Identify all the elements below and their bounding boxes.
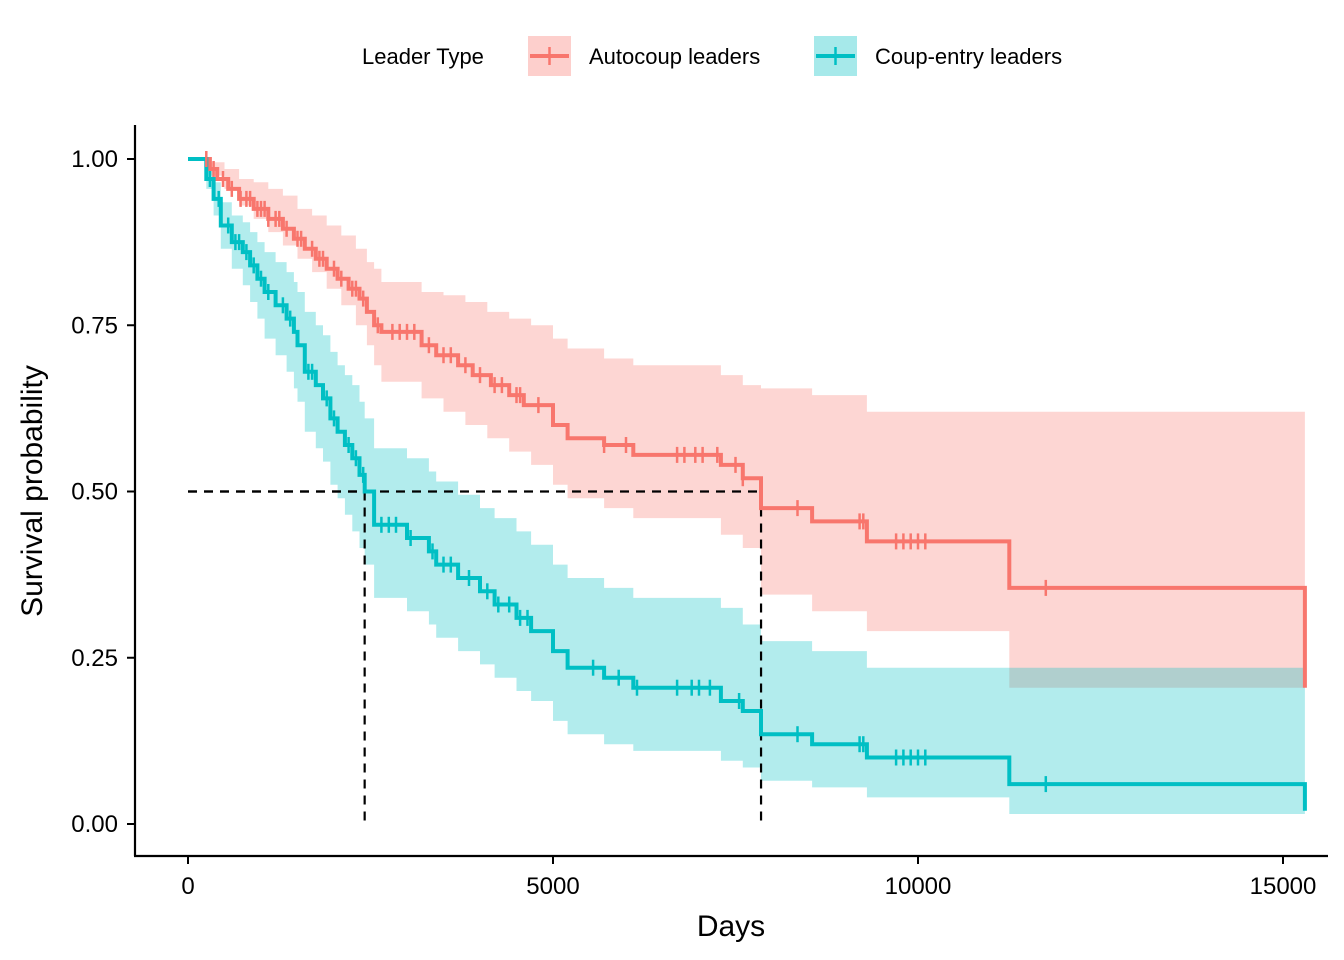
- y-tick-label: 0.00: [71, 811, 118, 838]
- y-axis-title: Survival probability: [16, 365, 49, 617]
- legend-label-coup-entry: Coup-entry leaders: [875, 44, 1062, 69]
- y-tick-label: 1.00: [71, 146, 118, 173]
- confidence-band-autocoup: [188, 159, 1305, 688]
- censor-marks: [205, 151, 1048, 793]
- y-tick-label: 0.75: [71, 312, 118, 339]
- y-tick-label: 0.50: [71, 479, 118, 506]
- x-tick-label: 5000: [526, 873, 579, 900]
- y-tick-label: 0.25: [71, 645, 118, 672]
- legend-item-autocoup: Autocoup leaders: [528, 36, 760, 76]
- confidence-bands: [188, 159, 1305, 814]
- axes: 0.00 0.25 0.50 0.75 1.00 0 5000 10000 15000 Day…: [16, 125, 1328, 943]
- x-ticks: 0 5000 10000 15000: [181, 856, 1316, 900]
- legend-label-autocoup: Autocoup leaders: [589, 44, 760, 69]
- y-ticks: 0.00 0.25 0.50 0.75 1.00: [71, 146, 135, 838]
- survival-curve-coup-entry: [188, 157, 1307, 811]
- x-tick-label: 0: [181, 873, 194, 900]
- x-tick-label: 15000: [1250, 873, 1317, 900]
- legend-title: Leader Type: [362, 44, 484, 69]
- x-axis-title: Days: [697, 910, 765, 943]
- legend: Leader Type Autocoup leaders Coup-entry …: [362, 36, 1062, 76]
- median-lines: [188, 490, 763, 824]
- confidence-band-coup-entry: [188, 159, 1305, 814]
- legend-item-coup-entry: Coup-entry leaders: [814, 36, 1062, 76]
- x-tick-label: 10000: [885, 873, 952, 900]
